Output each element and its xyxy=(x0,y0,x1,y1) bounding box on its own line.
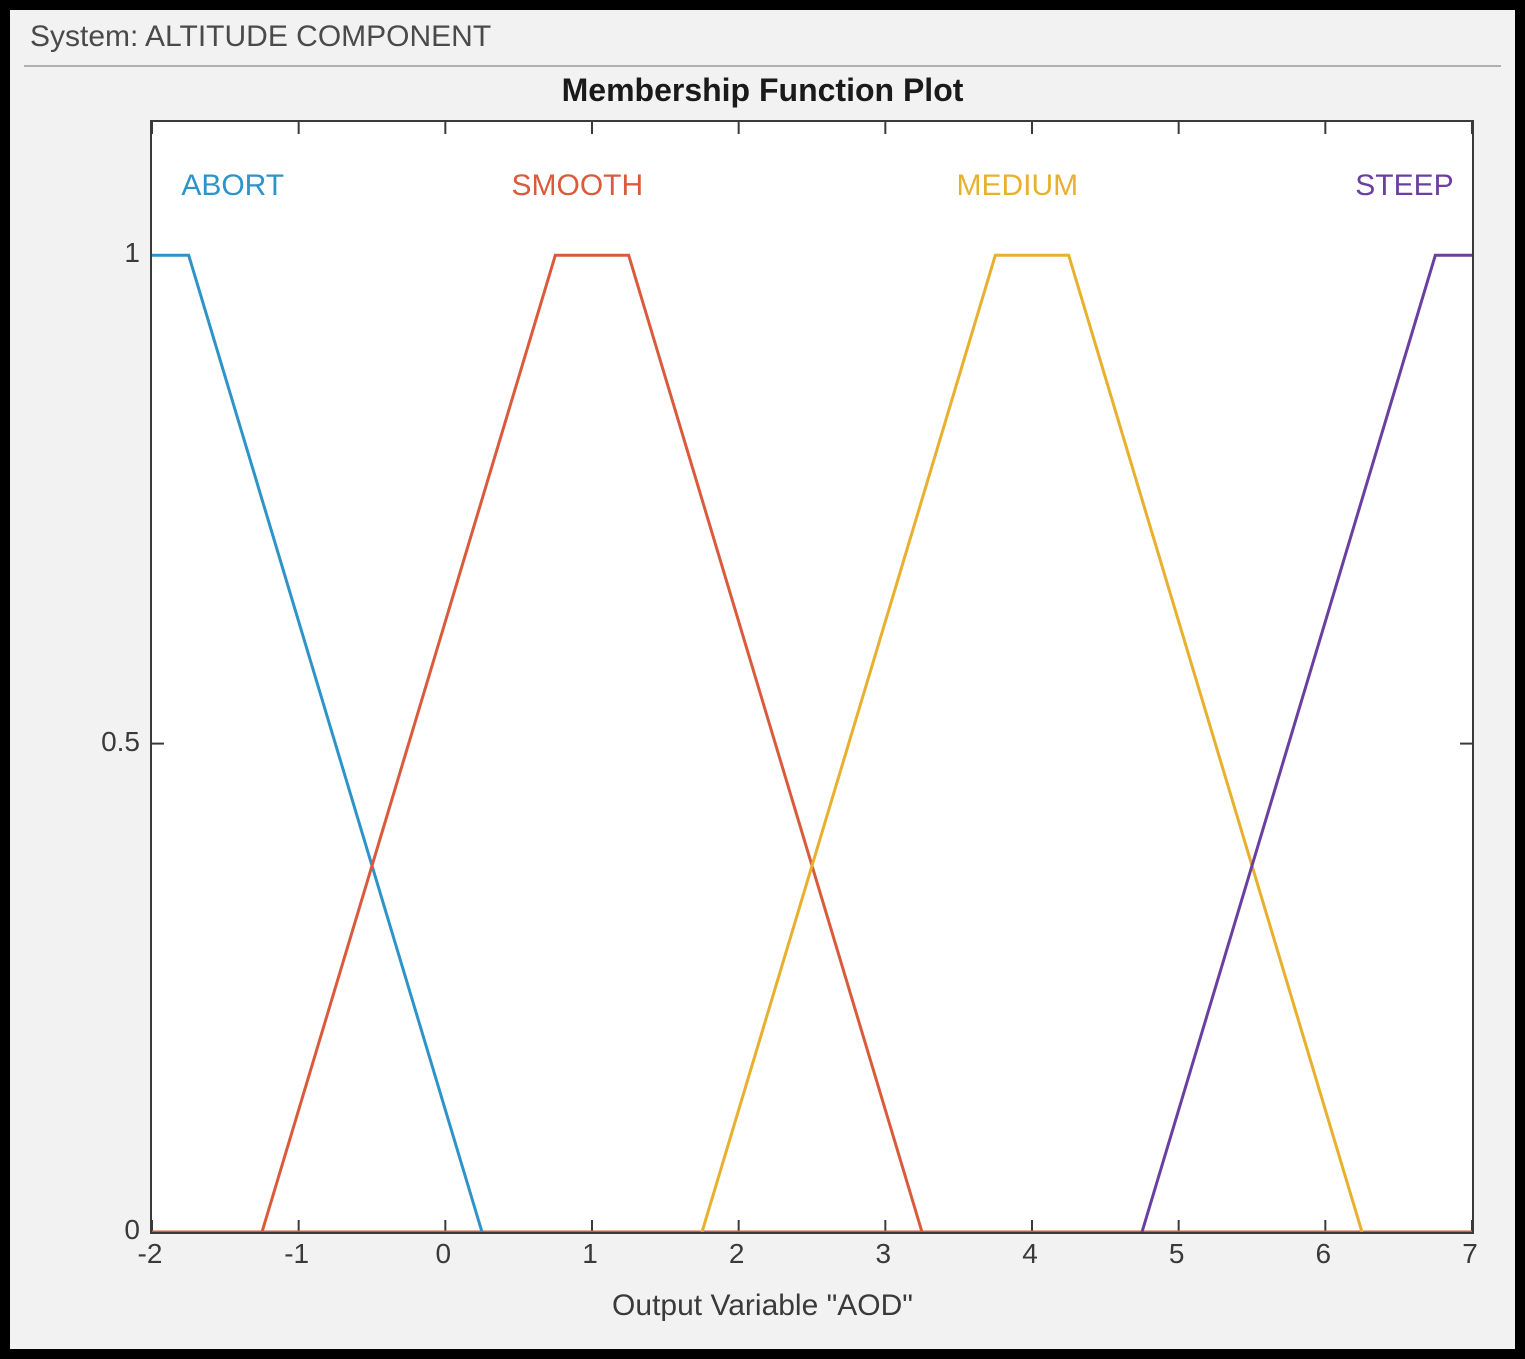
mf-label-steep: STEEP xyxy=(1355,169,1453,203)
plot-svg xyxy=(152,122,1472,1232)
x-tick-label: 1 xyxy=(582,1238,598,1270)
x-tick-label: 6 xyxy=(1316,1238,1332,1270)
x-tick-label: 4 xyxy=(1022,1238,1038,1270)
x-tick-label: 2 xyxy=(729,1238,745,1270)
y-tick-label: 0.5 xyxy=(80,726,140,758)
plot-area: ABORT SMOOTH MEDIUM STEEP xyxy=(150,120,1474,1234)
chart-title: Membership Function Plot xyxy=(10,72,1515,109)
x-tick-label: -2 xyxy=(138,1238,163,1270)
mf-label-smooth: SMOOTH xyxy=(511,169,643,203)
y-tick-label: 1 xyxy=(80,237,140,269)
x-axis-label: Output Variable "AOD" xyxy=(10,1289,1515,1323)
x-tick-label: 3 xyxy=(876,1238,892,1270)
x-tick-label: 0 xyxy=(436,1238,452,1270)
system-label: System: ALTITUDE COMPONENT xyxy=(30,20,491,54)
series-steep xyxy=(1142,255,1472,1232)
mf-label-medium: MEDIUM xyxy=(957,169,1079,203)
x-tick-label: -1 xyxy=(284,1238,309,1270)
x-tick-label: 5 xyxy=(1169,1238,1185,1270)
y-tick-label: 0 xyxy=(80,1214,140,1246)
app-frame: System: ALTITUDE COMPONENT Membership Fu… xyxy=(0,0,1525,1359)
mf-label-abort: ABORT xyxy=(181,169,284,203)
system-underline xyxy=(24,65,1501,67)
x-tick-label: 7 xyxy=(1462,1238,1478,1270)
series-smooth xyxy=(262,255,922,1232)
series-medium xyxy=(702,255,1362,1232)
series-abort xyxy=(152,255,482,1232)
